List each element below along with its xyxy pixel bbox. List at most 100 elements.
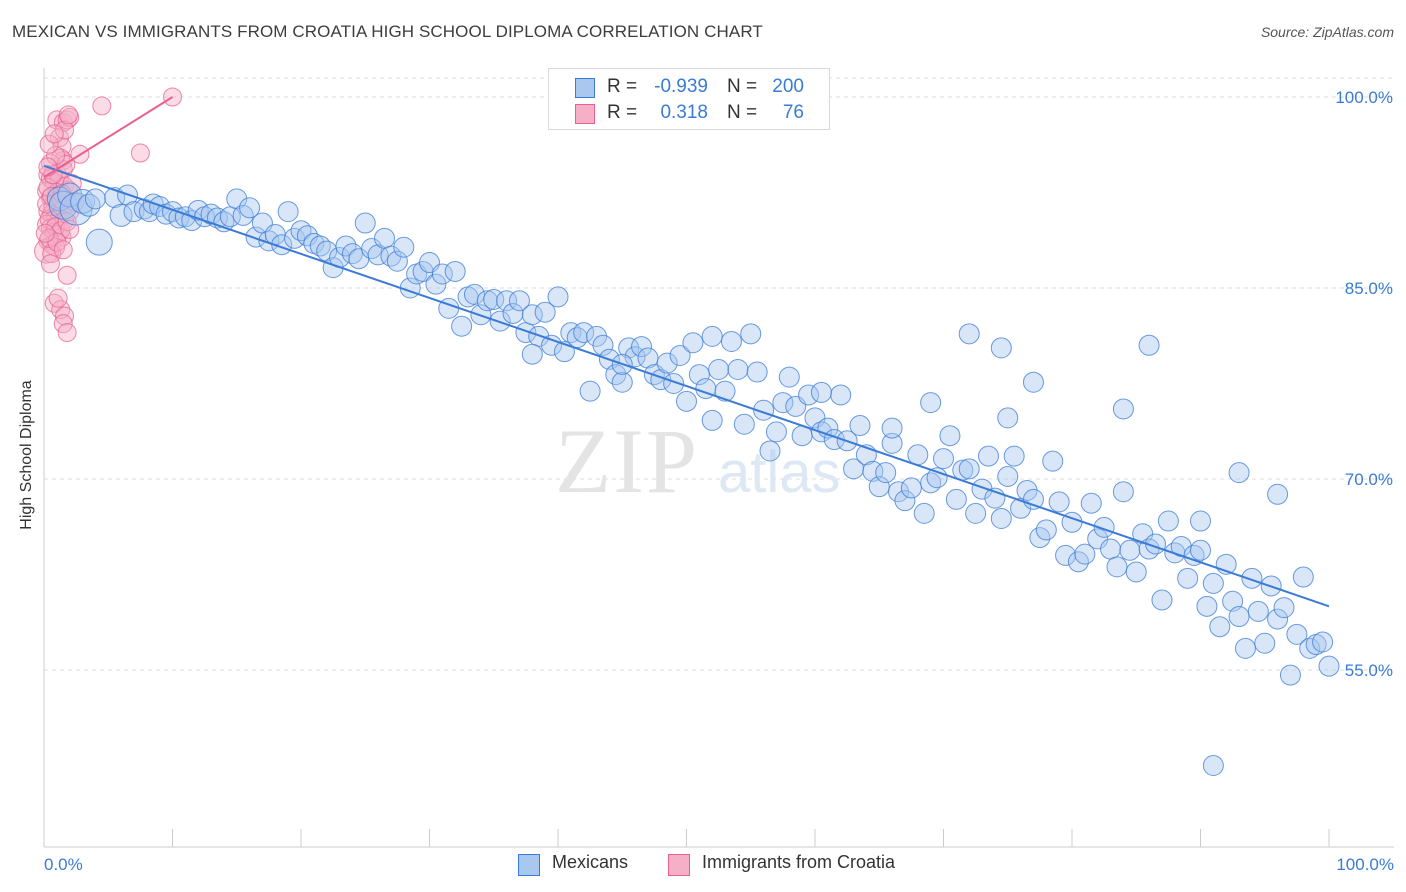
series-legend: Mexicans Immigrants from Croatia xyxy=(0,852,1406,876)
data-point xyxy=(714,380,736,402)
x-ticks xyxy=(43,829,1330,847)
data-point xyxy=(1190,510,1211,532)
data-point xyxy=(541,334,563,356)
y-tick-labels: 100.0% 85.0% 70.0% 55.0% xyxy=(1335,88,1393,680)
series-immigrants-from-croatia xyxy=(34,87,182,343)
y-tick-label: 100.0% xyxy=(1335,88,1393,107)
chart-title: MEXICAN VS IMMIGRANTS FROM CROATIA HIGH … xyxy=(12,22,763,41)
data-point xyxy=(84,188,106,210)
data-point xyxy=(810,381,832,403)
data-point xyxy=(393,236,415,258)
legend-label: Immigrants from Croatia xyxy=(702,852,896,872)
data-point xyxy=(1003,445,1025,467)
data-point xyxy=(1228,606,1250,628)
data-point xyxy=(187,199,209,221)
data-point xyxy=(1112,481,1134,503)
y-tick-label: 55.0% xyxy=(1345,661,1393,680)
data-point xyxy=(881,432,903,454)
trend-line-blue xyxy=(43,164,1330,608)
data-point xyxy=(35,223,55,243)
stats-legend: R = -0.939 N = 200 R = 0.318 N = 76 xyxy=(548,68,830,130)
data-point xyxy=(431,263,453,285)
data-point xyxy=(701,325,723,347)
data-point xyxy=(77,193,101,217)
n-value: 200 xyxy=(772,76,804,97)
y-tick-label: 85.0% xyxy=(1345,279,1393,298)
data-point xyxy=(1157,510,1179,532)
data-point xyxy=(1234,637,1256,659)
data-point xyxy=(798,384,820,406)
data-point xyxy=(70,188,96,214)
data-point xyxy=(1292,566,1314,588)
data-point xyxy=(920,392,942,414)
stats-row-mexicans: R = -0.939 N = 200 xyxy=(549,74,829,100)
data-point xyxy=(451,315,473,337)
data-point xyxy=(1254,632,1276,654)
data-point xyxy=(162,201,183,223)
data-point xyxy=(804,407,826,429)
data-point xyxy=(830,384,852,406)
axes xyxy=(43,68,1394,848)
data-point xyxy=(1074,543,1096,565)
legend-label: Mexicans xyxy=(552,852,629,872)
watermark-atlas: atlas xyxy=(718,440,841,505)
data-point xyxy=(508,290,530,312)
data-point xyxy=(55,176,75,196)
watermark: ZIP atlas xyxy=(555,410,841,512)
data-point xyxy=(1151,589,1173,611)
data-point xyxy=(875,462,897,484)
data-point xyxy=(226,188,248,210)
data-point xyxy=(682,332,704,354)
data-point xyxy=(971,478,993,500)
data-point xyxy=(573,322,595,344)
data-point xyxy=(669,344,691,366)
n-label: N = xyxy=(727,76,758,97)
data-point xyxy=(1112,398,1134,420)
data-point xyxy=(977,445,999,467)
data-point xyxy=(1247,600,1269,622)
data-point xyxy=(425,273,447,295)
data-point xyxy=(354,212,376,234)
data-point xyxy=(958,323,980,345)
data-point xyxy=(1273,597,1295,619)
data-point xyxy=(945,488,967,510)
data-point xyxy=(1267,608,1289,630)
data-point xyxy=(765,421,787,443)
data-point xyxy=(42,244,62,264)
data-point xyxy=(1042,450,1064,472)
data-point xyxy=(39,134,59,154)
data-point xyxy=(1312,631,1334,653)
data-point xyxy=(868,476,890,498)
data-point xyxy=(46,186,72,212)
legend-swatch-blue xyxy=(575,78,595,98)
data-point xyxy=(55,120,75,140)
data-point xyxy=(1202,572,1224,594)
n-value: 76 xyxy=(782,102,804,123)
data-point xyxy=(1299,637,1321,659)
data-point xyxy=(40,254,60,274)
data-point xyxy=(900,477,922,499)
data-point xyxy=(1177,567,1199,589)
data-point xyxy=(57,265,77,285)
source-label: Source: ZipAtlas.com xyxy=(1260,24,1394,40)
r-value: -0.939 xyxy=(654,76,708,97)
y-tick-label: 70.0% xyxy=(1345,470,1393,489)
data-point xyxy=(656,352,678,374)
data-point xyxy=(386,250,408,272)
data-point xyxy=(1286,623,1308,645)
data-point xyxy=(720,330,742,352)
data-point xyxy=(46,146,66,166)
data-point xyxy=(759,440,781,462)
data-point xyxy=(708,358,730,380)
data-point xyxy=(933,448,954,470)
data-point xyxy=(1119,539,1141,561)
y-axis-label: High School Diploma xyxy=(18,380,35,530)
data-point xyxy=(1202,755,1224,776)
data-point xyxy=(547,286,569,308)
data-point xyxy=(997,465,1019,487)
data-point xyxy=(1279,664,1301,686)
data-point xyxy=(258,230,280,252)
data-point xyxy=(778,366,800,388)
data-point xyxy=(1055,544,1077,566)
data-point xyxy=(740,323,762,345)
